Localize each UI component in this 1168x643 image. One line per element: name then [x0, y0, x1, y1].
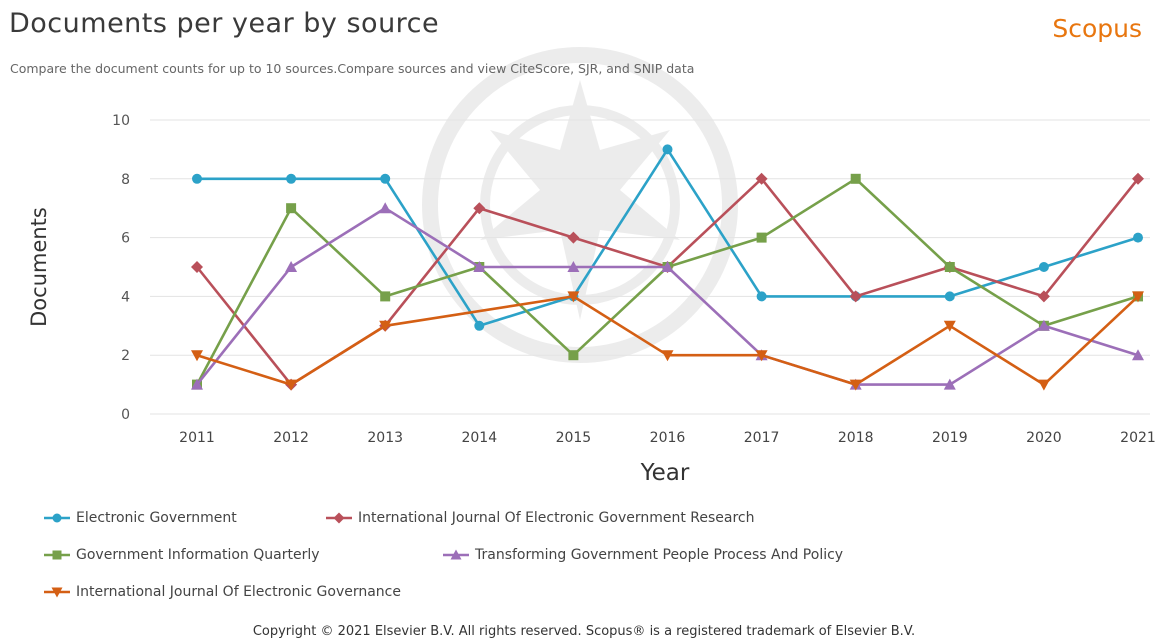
x-axis-title: Year [640, 460, 690, 486]
legend-marker [52, 550, 62, 560]
legend-label: Electronic Government [76, 510, 237, 526]
data-point [850, 173, 861, 184]
legend-item[interactable]: Government Information Quarterly [44, 547, 320, 563]
legend-marker [52, 513, 62, 523]
series-line [196, 295, 1139, 386]
legend-marker-icon [326, 512, 352, 524]
x-tick-label: 2012 [273, 430, 309, 446]
legend-item[interactable]: International Journal Of Electronic Gove… [44, 584, 401, 600]
data-point [474, 320, 485, 331]
x-tick-label: 2019 [932, 430, 968, 446]
legend-marker-icon [443, 549, 469, 560]
x-tick-label: 2021 [1120, 430, 1156, 446]
data-point [191, 350, 203, 362]
line-chart: 0 2 4 6 8 10 2011 2012 2013 2014 2015 2016 2017 2018 2… [27, 113, 1156, 486]
data-point [849, 379, 862, 391]
y-tick-label: 0 [121, 407, 130, 423]
data-point [1133, 232, 1143, 243]
data-point [755, 350, 768, 362]
data-point [191, 261, 203, 273]
page-title: Documents per year by source [9, 8, 440, 39]
data-point [756, 232, 767, 243]
legend-label: Transforming Government People Process A… [475, 547, 844, 563]
legend-marker-icon [44, 587, 70, 598]
data-point [1132, 291, 1144, 303]
y-tick-label: 4 [121, 289, 130, 305]
legend-item[interactable]: Electronic Government [44, 510, 237, 526]
legend-label: International Journal Of Electronic Gove… [358, 510, 755, 526]
data-point [567, 291, 580, 303]
data-point [661, 261, 674, 272]
scopus-brand: Scopus [1052, 14, 1142, 43]
y-tick-label: 8 [121, 172, 130, 188]
data-point [1038, 262, 1049, 272]
data-point [192, 173, 202, 184]
data-point [568, 350, 579, 361]
data-point [285, 261, 298, 272]
data-point [379, 202, 392, 214]
data-point [756, 291, 767, 302]
data-point [662, 144, 673, 155]
y-tick-label: 6 [121, 231, 130, 247]
legend-marker-icon [44, 513, 70, 523]
data-point [755, 172, 768, 185]
data-point [286, 173, 297, 184]
data-point [473, 261, 486, 272]
data-point [473, 202, 486, 215]
data-point [380, 173, 391, 184]
data-point [1132, 172, 1144, 185]
y-tick-label: 2 [121, 348, 130, 364]
x-tick-label: 2017 [744, 430, 780, 446]
data-point [661, 350, 674, 362]
legend-marker [51, 587, 63, 598]
data-point [567, 231, 580, 244]
data-point [1132, 349, 1144, 361]
data-point [286, 203, 297, 214]
data-point [1037, 290, 1050, 303]
data-point [1037, 319, 1050, 331]
page-subtitle: Compare the document counts for up to 10… [10, 61, 695, 76]
legend-marker-icon [44, 550, 70, 560]
copyright-notice: Copyright © 2021 Elsevier B.V. All right… [252, 624, 916, 639]
legend-item[interactable]: International Journal Of Electronic Gove… [326, 510, 755, 526]
legend-item[interactable]: Transforming Government People Process A… [443, 547, 843, 563]
data-point [943, 378, 956, 390]
y-tick-label: 10 [112, 113, 130, 129]
x-tick-label: 2020 [1026, 430, 1062, 446]
x-tick-label: 2014 [461, 430, 497, 446]
data-point [1037, 379, 1050, 391]
x-tick-label: 2013 [367, 430, 403, 446]
data-point [285, 379, 298, 391]
legend-label: Government Information Quarterly [76, 547, 320, 563]
data-point [849, 290, 862, 303]
x-tick-label: 2018 [838, 430, 874, 446]
legend-marker [450, 549, 462, 560]
data-point [567, 261, 580, 272]
data-point [379, 320, 392, 332]
y-axis-title: Documents [27, 207, 51, 327]
data-point [380, 291, 391, 302]
data-point [191, 378, 203, 390]
data-point [943, 320, 956, 332]
x-tick-label: 2011 [179, 430, 215, 446]
x-tick-label: 2016 [650, 430, 686, 446]
x-tick-label: 2015 [556, 430, 592, 446]
data-point [944, 291, 955, 302]
legend-marker [333, 512, 345, 524]
data-point [944, 262, 955, 272]
legend-label: International Journal Of Electronic Gove… [76, 584, 401, 600]
